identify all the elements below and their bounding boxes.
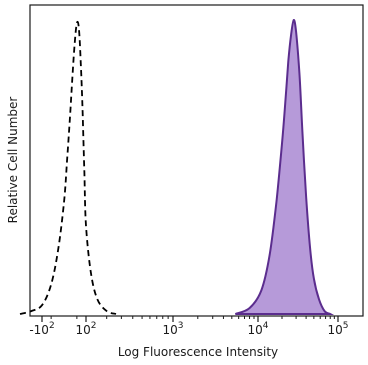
x-tick-label: 104 [247, 321, 268, 337]
x-axis-ticks: -102 102 103 104 105 [29, 316, 349, 337]
filled-histogram [235, 18, 335, 315]
x-axis-label: Log Fluorescence Intensity [118, 345, 278, 359]
x-tick-base: 10 [327, 323, 342, 337]
x-tick-exponent: 2 [49, 321, 55, 331]
x-tick-label: 103 [162, 321, 183, 337]
y-axis-label: Relative Cell Number [6, 97, 20, 224]
x-tick-label: 105 [327, 321, 348, 337]
x-tick-exponent: 5 [343, 321, 349, 331]
dashed-histogram [19, 20, 117, 315]
x-tick-base: 10 [75, 323, 90, 337]
x-tick-base: 10 [162, 323, 177, 337]
x-tick-base: 10 [247, 323, 262, 337]
x-tick-exponent: 4 [263, 321, 269, 331]
plot-frame [29, 4, 364, 317]
x-tick-exponent: 2 [91, 321, 97, 331]
x-tick-label: -102 [29, 321, 54, 337]
x-tick-label: 102 [75, 321, 96, 337]
x-tick-base: -10 [29, 323, 49, 337]
x-tick-exponent: 3 [178, 321, 184, 331]
